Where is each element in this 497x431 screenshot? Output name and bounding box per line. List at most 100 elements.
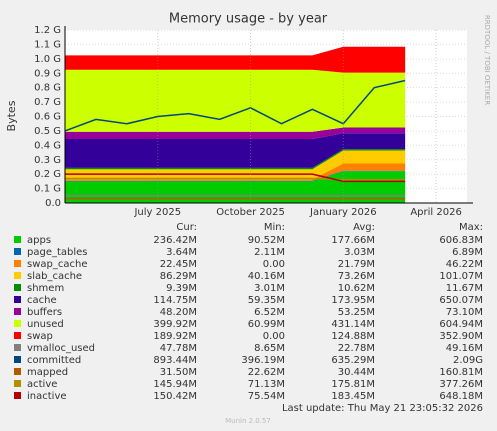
legend-header: Avg:	[353, 222, 375, 233]
area	[65, 127, 406, 139]
legend-label: inactive	[27, 391, 67, 402]
legend-label: apps	[27, 235, 51, 246]
legend-stat: 114.75M	[153, 295, 197, 306]
area	[65, 133, 406, 168]
legend-stat: 46.22M	[446, 259, 483, 270]
y-tick-label: 0.9 G	[34, 68, 61, 79]
x-tick-label: April 2026	[410, 207, 461, 218]
legend-swatch	[14, 392, 21, 399]
legend-stat: 47.78M	[160, 343, 197, 354]
x-tick-label: October 2025	[216, 207, 285, 218]
legend-label: unused	[27, 319, 64, 330]
legend-stat: 2.09G	[453, 355, 483, 366]
legend-stat: 635.29M	[331, 355, 375, 366]
legend-stat: 150.42M	[153, 391, 197, 402]
legend-stat: 49.16M	[446, 343, 483, 354]
area	[65, 150, 406, 180]
legend-stat: 183.45M	[331, 391, 375, 402]
y-tick-label: 0.8 G	[34, 83, 61, 94]
legend-header: Max:	[459, 222, 483, 233]
y-axis-label: Bytes	[5, 100, 18, 131]
legend-stat: 431.14M	[331, 319, 375, 330]
legend-stat: 40.16M	[248, 271, 285, 282]
legend-swatch	[14, 356, 21, 363]
legend-swatch	[14, 332, 21, 339]
y-tick-label: 0.1 G	[34, 184, 61, 195]
legend-swatch	[14, 248, 21, 255]
legend-stat: 71.13M	[248, 379, 285, 390]
y-tick-label: 1.0 G	[34, 54, 61, 65]
area	[65, 46, 406, 73]
y-tick-label: 0.4 G	[34, 140, 61, 151]
legend-stat: 604.94M	[439, 319, 483, 330]
line	[65, 173, 406, 183]
legend-stat: 73.26M	[338, 271, 375, 282]
legend-label: active	[27, 379, 57, 390]
legend-stat: 90.52M	[248, 235, 285, 246]
legend-stat: 177.66M	[331, 235, 375, 246]
y-tick-label: 0.7 G	[34, 97, 61, 108]
legend-stat: 650.07M	[439, 295, 483, 306]
legend-stat: 30.44M	[338, 367, 375, 378]
legend-stat: 396.19M	[241, 355, 285, 366]
line	[64, 79, 406, 132]
y-tick-label: 0.3 G	[34, 155, 61, 166]
legend-stat: 160.81M	[439, 367, 483, 378]
legend-swatch	[14, 296, 21, 303]
legend-stat: 236.42M	[153, 235, 197, 246]
legend-label: swap	[27, 331, 53, 342]
y-tick-label: 0.6 G	[34, 112, 61, 123]
legend-label: slab_cache	[27, 271, 82, 282]
legend-stat: 8.65M	[254, 343, 285, 354]
y-tick-label: 0.2 G	[34, 169, 61, 180]
x-tick-label: January 2026	[309, 207, 377, 218]
legend-stat: 86.29M	[160, 271, 197, 282]
legend-swatch	[14, 260, 21, 267]
legend-swatch	[14, 284, 21, 291]
legend-label: vmalloc_used	[27, 343, 95, 354]
legend-label: page_tables	[27, 247, 88, 258]
y-tick-label: 0.0	[45, 198, 61, 209]
line	[65, 177, 406, 181]
x-tick-label: July 2025	[133, 207, 181, 218]
legend-stat: 21.79M	[338, 259, 375, 270]
legend-stat: 3.64M	[166, 247, 197, 258]
legend-stat: 399.92M	[153, 319, 197, 330]
legend-swatch	[14, 272, 21, 279]
legend-swatch	[14, 344, 21, 351]
legend-stat: 3.03M	[344, 247, 375, 258]
legend-label: cache	[27, 295, 57, 306]
legend-label: committed	[27, 355, 81, 366]
legend-stat: 59.35M	[248, 295, 285, 306]
legend-stat: 0.00	[263, 331, 285, 342]
legend-stat: 11.67M	[446, 283, 483, 294]
legend-stat: 48.20M	[160, 307, 197, 318]
version: Munin 2.0.57	[225, 417, 271, 425]
legend-stat: 352.90M	[439, 331, 483, 342]
legend-label: swap_cache	[27, 259, 87, 270]
y-tick-label: 0.5 G	[34, 126, 61, 137]
chart-title: Memory usage - by year	[169, 12, 328, 27]
legend-stat: 893.44M	[153, 355, 197, 366]
legend-stat: 124.88M	[331, 331, 375, 342]
legend-stat: 606.83M	[439, 235, 483, 246]
legend-swatch	[14, 236, 21, 243]
area	[65, 69, 406, 132]
legend-stat: 9.39M	[166, 283, 197, 294]
legend-stat: 6.89M	[452, 247, 483, 258]
side-text: RRDTOOL / TOBI OETIKER	[483, 15, 491, 105]
legend-swatch	[14, 308, 21, 315]
legend-label: shmem	[27, 283, 64, 294]
legend-label: buffers	[27, 307, 62, 318]
legend-label: mapped	[27, 367, 68, 378]
y-tick-label: 1.2 G	[34, 25, 61, 36]
legend-stat: 0.00	[263, 259, 285, 270]
y-tick-label: 1.1 G	[34, 39, 61, 50]
legend-stat: 53.25M	[338, 307, 375, 318]
legend-header: Cur:	[176, 222, 197, 233]
legend-swatch	[14, 368, 21, 375]
legend-stat: 22.62M	[248, 367, 285, 378]
footer: Last update: Thu May 21 23:05:32 2026	[282, 403, 483, 414]
legend-stat: 648.18M	[439, 391, 483, 402]
